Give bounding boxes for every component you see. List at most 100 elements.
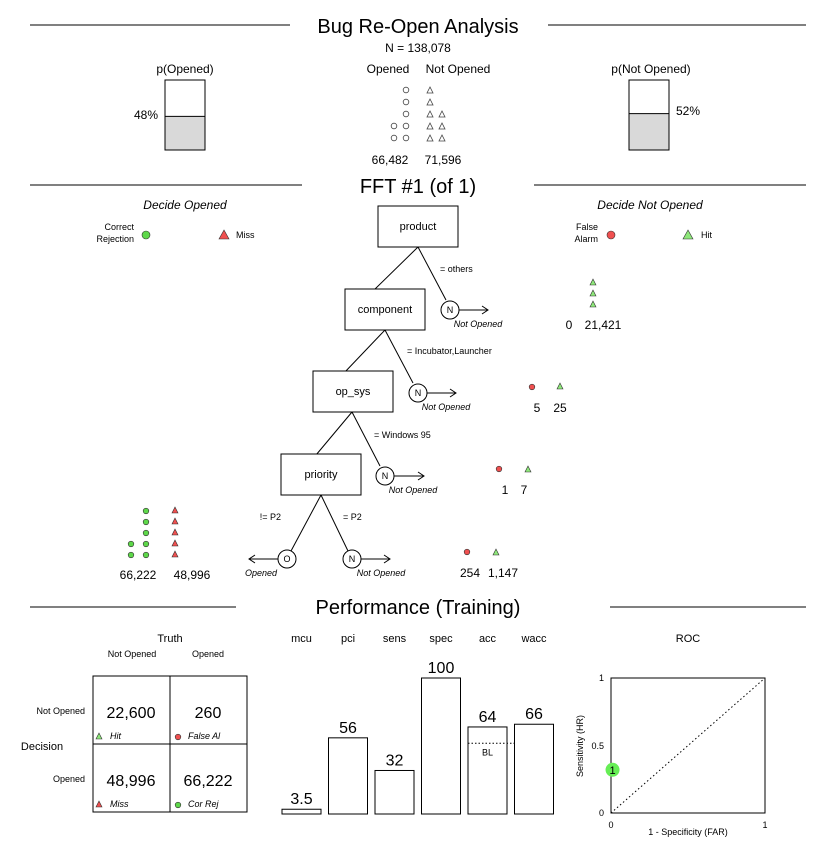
- p-not-opened-fill: [629, 113, 669, 150]
- exit-label-component: Not Opened: [422, 402, 472, 412]
- exit-symbol-product: N: [447, 305, 454, 315]
- exit-symbol-op-sys: N: [382, 471, 389, 481]
- sample-size: N = 138,078: [385, 41, 451, 55]
- exit-label-opened: Opened: [245, 568, 278, 578]
- bar-value-spec: 100: [428, 660, 455, 677]
- component-hit-count: 25: [553, 401, 567, 415]
- priority-false-alarm-count: 254: [460, 566, 480, 580]
- cell-false-alarm-label: False Al: [188, 731, 221, 741]
- cell-hit-label: Hit: [110, 731, 121, 741]
- node-priority: priority != P2 = P2 O Opened N Not Opene…: [245, 453, 407, 578]
- bar-value-sens: 32: [386, 752, 404, 769]
- p-not-opened-frame: [628, 79, 670, 151]
- roc-y-tick-05: 0.5: [591, 741, 604, 751]
- roc-y-tick-1: 1: [599, 673, 604, 683]
- opened-miss-icons: [171, 506, 179, 558]
- p-opened-frame: [164, 79, 206, 151]
- op-sys-false-alarm-count: 1: [502, 483, 509, 497]
- correct-rejection-icon: [141, 230, 151, 240]
- exit-label-priority: Not Opened: [357, 568, 407, 578]
- false-alarm-icon: [606, 230, 616, 240]
- bar-pci: [328, 737, 368, 815]
- not-opened-column-label: Not Opened: [426, 62, 491, 76]
- legend-hit: Hit: [701, 230, 712, 240]
- legend-miss: Miss: [236, 230, 255, 240]
- decision-row-opened: Opened: [53, 774, 85, 784]
- p-not-opened-value: 52%: [676, 104, 700, 118]
- roc-title: ROC: [676, 633, 701, 645]
- condition-component: = Incubator,Launcher: [407, 346, 492, 356]
- opened-column-label: Opened: [367, 62, 410, 76]
- node-product-outcome: [589, 278, 597, 308]
- op-sys-false-alarm-icon: [495, 465, 503, 473]
- bar-mcu: [281, 808, 322, 815]
- roc-frame: [610, 677, 766, 814]
- p-opened-value: 48%: [134, 108, 158, 122]
- p-opened-fill: [165, 116, 205, 150]
- exit-symbol-component: N: [415, 388, 422, 398]
- opened-miss-count: 48,996: [174, 568, 211, 582]
- cell-cor-rej-value: 66,222: [184, 773, 233, 790]
- truth-col-not-opened: Not Opened: [108, 649, 157, 659]
- roc-y-tick-0: 0: [599, 808, 604, 818]
- roc-x-axis-label: 1 - Specificity (FAR): [648, 827, 728, 837]
- cell-miss-icon: [95, 800, 103, 808]
- truth-label: Truth: [157, 633, 182, 645]
- cell-cor-rej-label: Cor Rej: [188, 799, 220, 809]
- product-false-alarm-count: 0: [566, 318, 573, 332]
- bar-category-wacc: wacc: [520, 633, 547, 645]
- legend-false-line1: False: [576, 222, 598, 232]
- condition-priority-left: != P2: [260, 512, 281, 522]
- product-hit-count: 21,421: [585, 318, 622, 332]
- op-sys-hit-icon: [524, 465, 532, 473]
- not-opened-count: 71,596: [425, 153, 462, 167]
- bar-value-mcu: 3.5: [290, 791, 312, 808]
- bar-sens: [374, 769, 415, 815]
- roc-chart: ROC 1 - Specificity (FAR) Sensitivity (H…: [575, 633, 768, 837]
- legend-correct-line2: Rejection: [96, 234, 134, 244]
- bar-category-spec: spec: [429, 633, 453, 645]
- decide-not-opened-heading: Decide Not Opened: [597, 198, 703, 212]
- cue-priority: priority: [304, 469, 338, 481]
- opened-correct-rejection-count: 66,222: [120, 568, 157, 582]
- bar-category-pci: pci: [341, 633, 355, 645]
- roc-y-axis-label: Sensitivity (HR): [575, 715, 585, 777]
- bar-acc: [467, 726, 508, 815]
- opened-circles-icon: [390, 86, 410, 142]
- component-false-alarm-count: 5: [534, 401, 541, 415]
- cell-miss-label: Miss: [110, 799, 129, 809]
- bar-category-acc: acc: [479, 633, 497, 645]
- legend-correct-line1: Correct: [104, 222, 134, 232]
- page-title: Bug Re-Open Analysis: [317, 16, 518, 38]
- acc-baseline-label: BL: [482, 747, 493, 757]
- bar-wacc: [514, 723, 554, 815]
- node-op-sys: op_sys = Windows 95 N Not Opened: [312, 370, 438, 495]
- cell-cor-rej-icon: [174, 801, 182, 809]
- cell-false-alarm-icon: [174, 733, 182, 741]
- condition-op-sys: = Windows 95: [374, 430, 431, 440]
- fft-title: FFT #1 (of 1): [360, 176, 476, 198]
- decision-row-not-opened: Not Opened: [36, 706, 85, 716]
- roc-x-tick-0: 0: [608, 820, 613, 830]
- priority-hit-count: 1,147: [488, 566, 518, 580]
- opened-count: 66,482: [372, 153, 409, 167]
- p-opened-label: p(Opened): [156, 62, 213, 76]
- opened-correct-rejection-icons: [127, 507, 150, 559]
- cell-miss-value: 48,996: [107, 773, 156, 790]
- bar-category-mcu: mcu: [291, 633, 312, 645]
- roc-x-tick-1: 1: [762, 820, 767, 830]
- node-component: component = Incubator,Launcher N Not Ope…: [343, 288, 492, 412]
- cell-false-alarm-value: 260: [195, 705, 222, 722]
- exit-label-product: Not Opened: [454, 319, 504, 329]
- component-false-alarm-icon: [528, 383, 536, 391]
- performance-bar-chart: mcu 3.5 pci 56 sens 32 spec 100 acc 64 BL wacc 66: [281, 633, 554, 815]
- priority-hit-icon: [492, 548, 500, 556]
- performance-title: Performance (Training): [316, 597, 521, 619]
- cue-product: product: [400, 221, 437, 233]
- exit-symbol-priority: N: [349, 554, 356, 564]
- cue-op-sys: op_sys: [336, 386, 371, 398]
- component-hit-icon: [556, 382, 564, 390]
- roc-point-label: 1: [609, 765, 615, 777]
- node-product: product = others N Not Opened: [373, 205, 504, 329]
